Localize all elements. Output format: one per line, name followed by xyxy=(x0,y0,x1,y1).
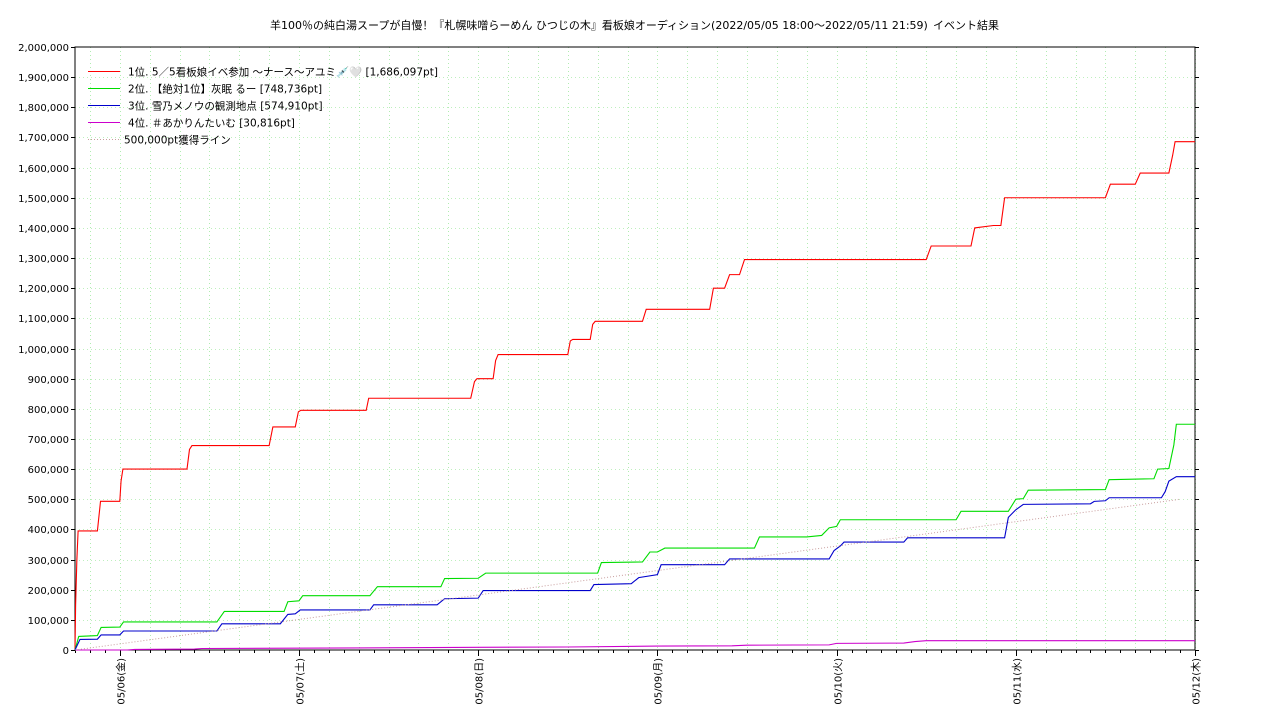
y-tick-label: 1,700,000 xyxy=(18,133,69,144)
axis-layer: 0 100,000 200,000 300,000 400,000 500,000 600,… xyxy=(18,43,1202,705)
series-layer xyxy=(74,141,1195,651)
y-tick-label: 100,000 xyxy=(28,616,69,627)
x-tick-label: 05/12(木) xyxy=(1191,658,1203,705)
series-line-1 xyxy=(74,141,1195,651)
y-tick-label: 300,000 xyxy=(28,556,69,567)
legend-label: 500,000pt獲得ライン xyxy=(124,134,231,147)
legend-label: 4位. ＃あかりんたいむ [30,816pt] xyxy=(128,117,295,130)
chart-subtitle: イベント結果 xyxy=(933,18,999,32)
y-tick-label: 800,000 xyxy=(28,405,69,416)
y-tick-label: 1,000,000 xyxy=(18,345,69,356)
y-tick-label: 200,000 xyxy=(28,586,69,597)
legend-label: 3位. 雪乃メノウの観測地点 [574,910pt] xyxy=(128,100,323,113)
legend-label: 1位. 5／5看板娘イベ参加 〜ナース〜アユミ💉🤍 [1,686,097pt] xyxy=(128,66,438,79)
x-tick-label: 05/11(水) xyxy=(1012,658,1024,705)
x-tick-label: 05/06(金) xyxy=(115,658,128,705)
y-tick-label: 1,200,000 xyxy=(18,284,69,295)
y-tick-label: 2,000,000 xyxy=(18,43,69,54)
x-tick-label: 05/10(火) xyxy=(833,658,845,705)
x-tick-label: 05/09(月) xyxy=(653,658,665,705)
y-tick-label: 1,300,000 xyxy=(18,254,69,265)
series-line-3 xyxy=(74,476,1195,651)
plot-frame xyxy=(74,46,1196,651)
series-line-5 xyxy=(74,498,1181,651)
series-line-2 xyxy=(74,423,1195,651)
y-tick-label: 700,000 xyxy=(28,435,69,446)
legend-label: 2位. 【絶対1位】灰眠 るー [748,736pt] xyxy=(128,83,322,96)
y-tick-label: 0 xyxy=(63,646,69,657)
x-tick-label: 05/07(土) xyxy=(294,658,307,705)
legend: 1位. 5／5看板娘イベ参加 〜ナース〜アユミ💉🤍 [1,686,097pt] 2… xyxy=(88,66,438,147)
y-tick-label: 1,500,000 xyxy=(18,194,69,205)
y-tick-label: 1,800,000 xyxy=(18,103,69,114)
x-tick-label: 05/08(日) xyxy=(475,658,486,705)
grid-layer xyxy=(75,47,1196,650)
chart-title: 羊100％の純白湯スープが自慢！『札幌味噌らーめん ひつじの木』看板娘オーディシ… xyxy=(270,18,928,32)
y-tick-label: 1,900,000 xyxy=(18,73,69,84)
y-tick-label: 400,000 xyxy=(28,525,69,536)
series-line-4 xyxy=(75,640,1195,651)
y-tick-label: 1,100,000 xyxy=(18,314,69,325)
y-tick-label: 900,000 xyxy=(28,375,69,386)
y-tick-label: 500,000 xyxy=(28,495,69,506)
y-tick-label: 600,000 xyxy=(28,465,69,476)
y-tick-label: 1,600,000 xyxy=(18,164,69,175)
y-tick-label: 1,400,000 xyxy=(18,224,69,235)
